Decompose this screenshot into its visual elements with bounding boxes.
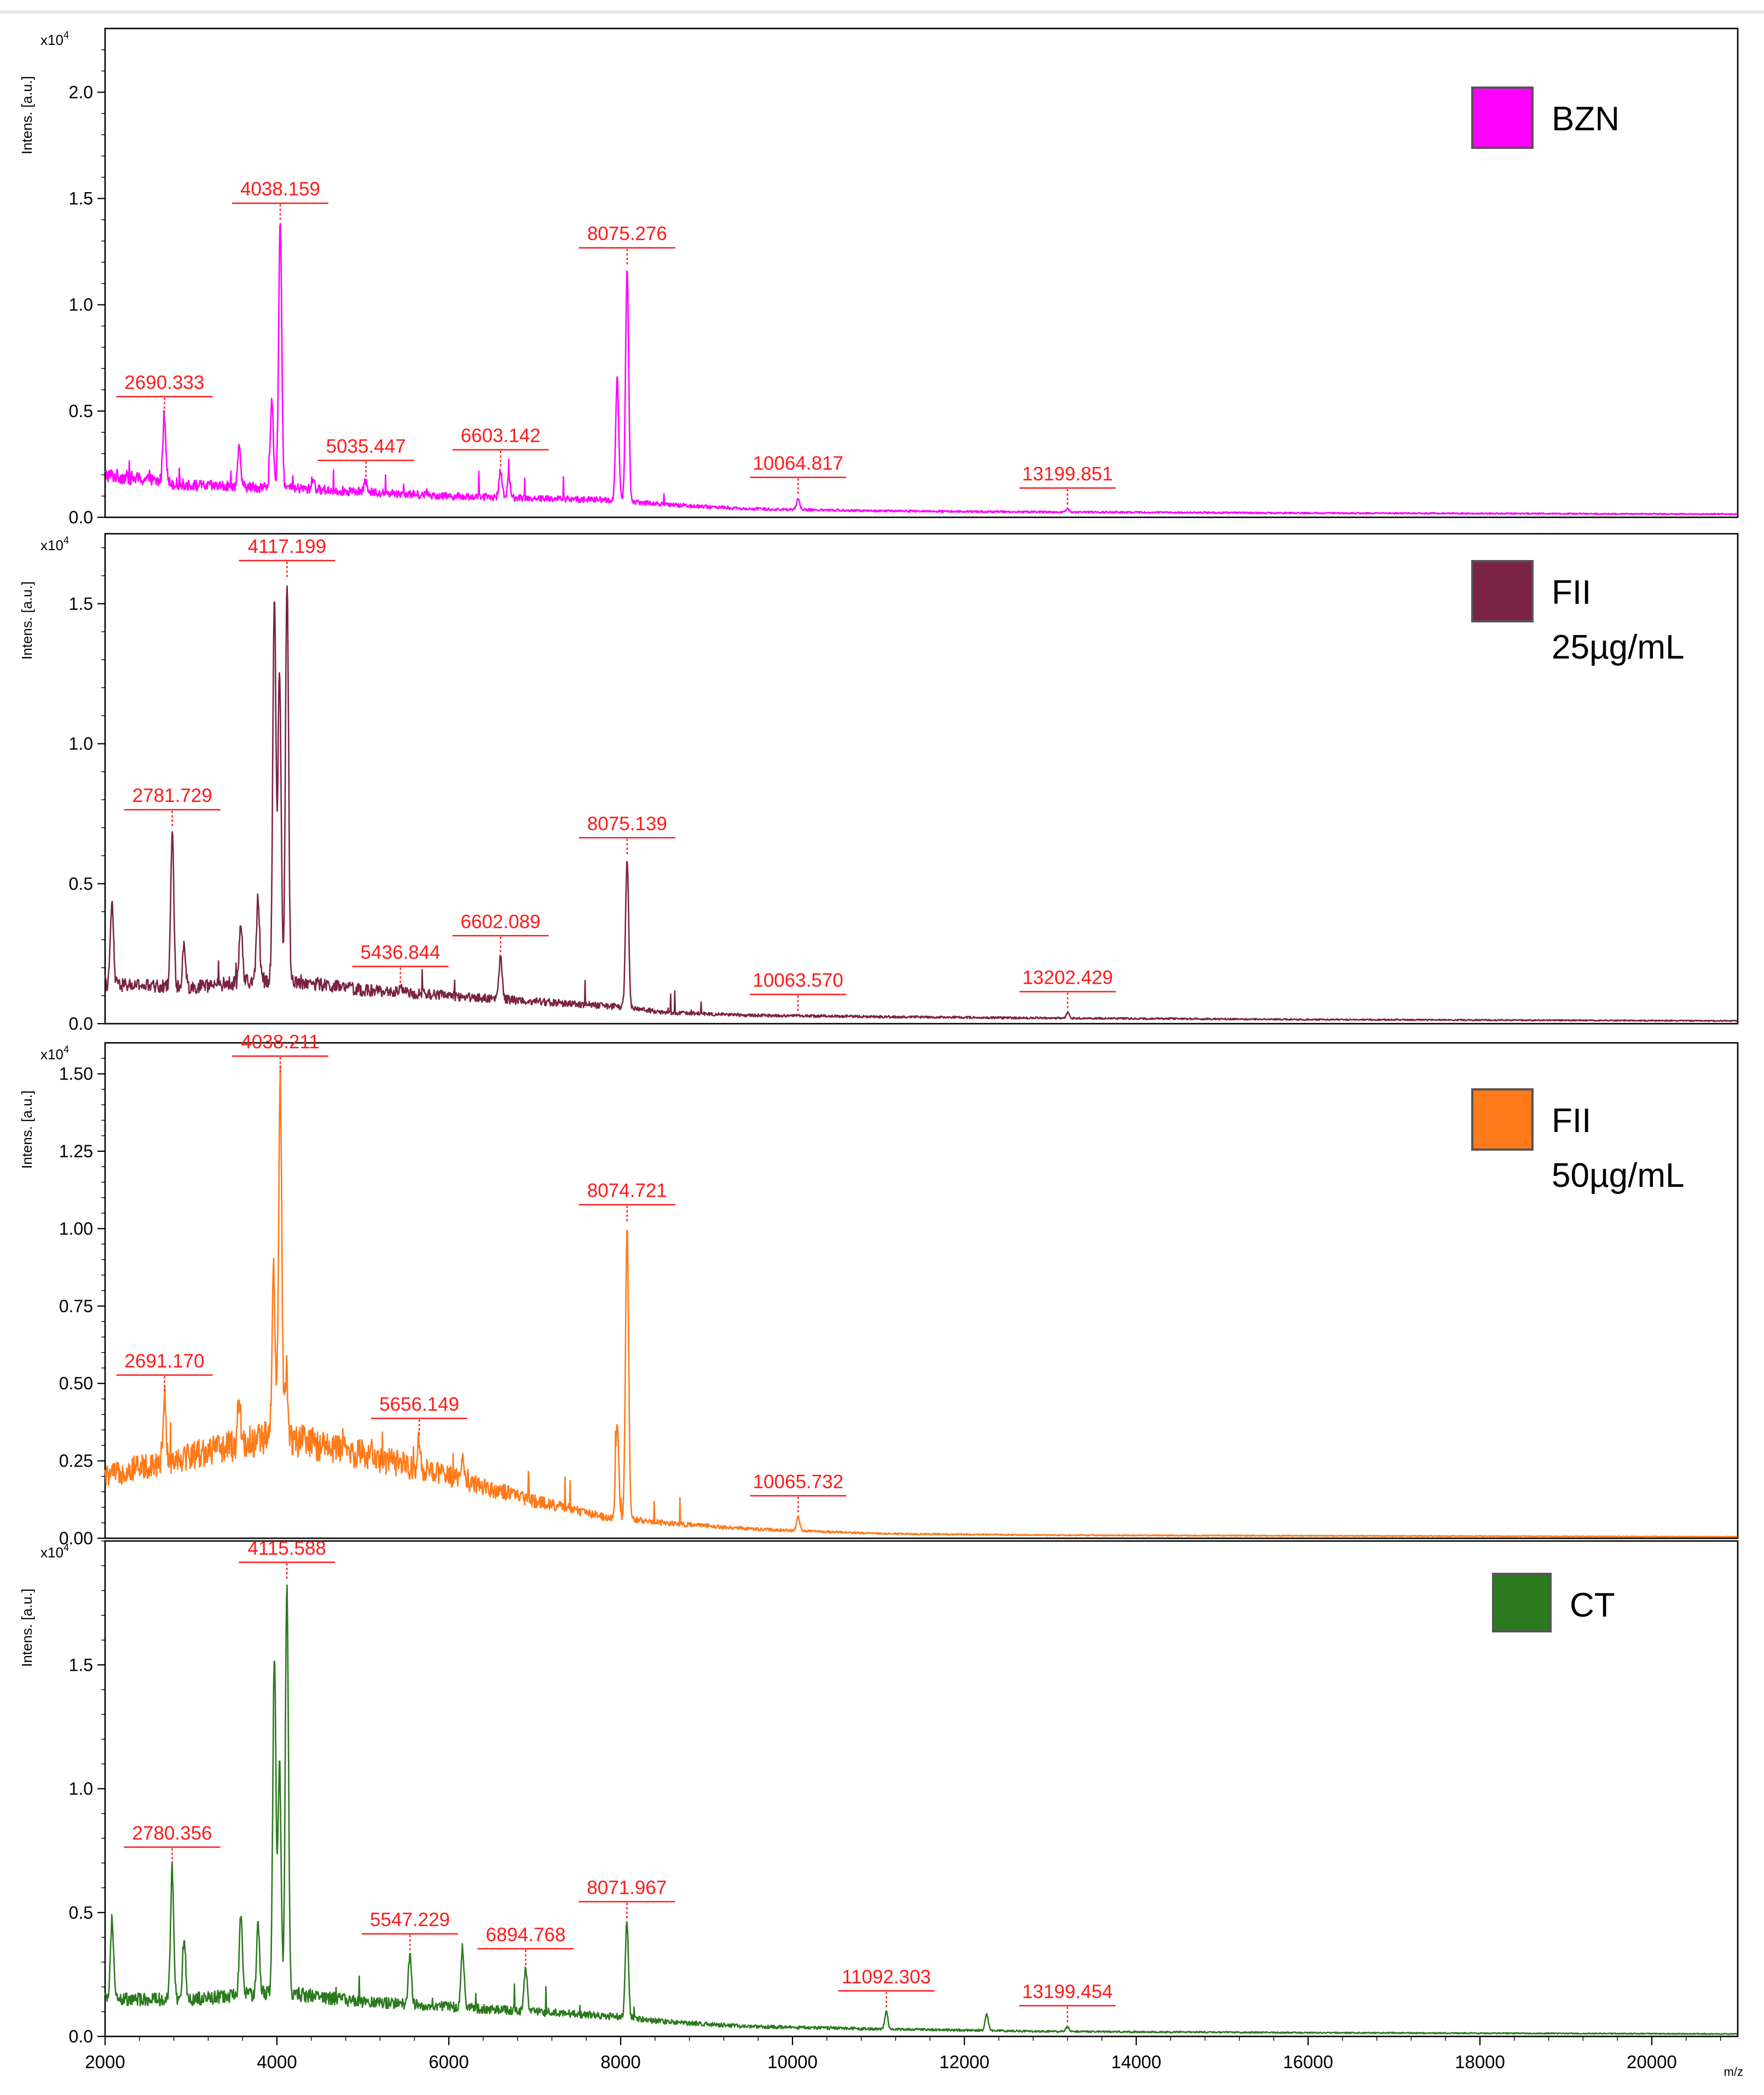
legend: FII 50µg/mL [1471, 1088, 1685, 1194]
plot-frame [104, 533, 1739, 1025]
peak-label: 6894.768 [485, 1924, 565, 1946]
legend-label: BZN [1552, 100, 1620, 138]
peak-label: 10064.817 [753, 453, 843, 474]
peak-label: 13199.851 [1022, 463, 1113, 484]
y-tick-label: 0.5 [69, 1903, 93, 1923]
peak-label: 4115.588 [247, 1538, 326, 1559]
spectrum-trace [104, 1065, 1738, 1538]
y-scale-exponent: 4 [63, 30, 69, 41]
peak-label: 6602.089 [461, 911, 541, 932]
legend-swatch [1471, 560, 1534, 622]
legend-label: 25µg/mL [1552, 628, 1685, 666]
legend-label: 50µg/mL [1552, 1157, 1685, 1194]
peak-label: 2691.170 [125, 1351, 205, 1372]
y-scale-exponent: 4 [63, 1542, 69, 1553]
x-tick-label: 6000 [429, 2052, 469, 2072]
y-axis-label: Intens. [a.u.] [19, 1090, 35, 1169]
y-tick-label: 0.75 [59, 1296, 93, 1316]
x-tick-label: 20000 [1627, 2052, 1677, 2072]
y-axis-label: Intens. [a.u.] [19, 76, 35, 154]
legend-label: FII [1552, 574, 1591, 611]
x-tick-label: 10000 [767, 2052, 818, 2072]
legend-label: CT [1570, 1586, 1615, 1624]
legend: CT [1492, 1573, 1615, 1632]
y-tick-label: 0.00 [59, 1528, 93, 1548]
peak-label: 10065.732 [753, 1471, 843, 1492]
y-tick-label: 1.5 [69, 594, 93, 614]
y-scale-factor: x10 [41, 1046, 63, 1063]
y-tick-label: 0.5 [69, 401, 93, 421]
y-axis-label: Intens. [a.u.] [19, 1589, 35, 1667]
spectrum-panel-2: 0.0 0.5 1.0 1.5 x10 4 Intens. [a.u.] 2781.729 41… [19, 533, 1739, 1034]
y-tick-label: 0.25 [59, 1451, 93, 1471]
spectrum-trace [104, 585, 1738, 1022]
peak-label: 2780.356 [132, 1822, 212, 1844]
x-tick-label: 18000 [1455, 2052, 1505, 2072]
spectrum-trace [105, 223, 1738, 516]
x-tick-label: 8000 [600, 2052, 640, 2072]
y-scale-factor: x10 [41, 1544, 63, 1561]
y-scale-factor: x10 [41, 537, 63, 553]
y-tick-label: 1.50 [59, 1064, 93, 1084]
x-tick-label: 14000 [1111, 2052, 1161, 2072]
peak-label: 4117.199 [248, 536, 326, 557]
y-scale-factor: x10 [41, 32, 63, 48]
legend-swatch [1471, 1088, 1534, 1151]
x-tick-label: 4000 [257, 2052, 297, 2072]
y-tick-label: 1.00 [59, 1219, 93, 1238]
y-axis-label: Intens. [a.u.] [19, 581, 35, 660]
peak-label: 10063.570 [753, 970, 843, 991]
legend: FII 25µg/mL [1471, 560, 1685, 666]
y-tick-label: 1.25 [59, 1141, 93, 1161]
y-tick-label: 0.0 [69, 1014, 93, 1034]
y-tick-label: 1.5 [69, 189, 93, 209]
peak-label: 5547.229 [370, 1909, 450, 1931]
peak-label: 13199.454 [1022, 1981, 1113, 2002]
y-tick-label: 0.0 [69, 507, 93, 527]
peak-label: 11092.303 [842, 1966, 931, 1988]
peak-label: 2690.333 [124, 372, 204, 394]
peak-label: 8075.276 [587, 223, 667, 245]
legend-label: FII [1552, 1102, 1591, 1140]
y-tick-label: 0.5 [69, 874, 93, 893]
peak-label: 4038.211 [241, 1031, 319, 1053]
peak-label: 5436.844 [361, 942, 441, 963]
peak-label: 8071.967 [587, 1877, 667, 1898]
spectrum-trace [104, 1584, 1738, 2035]
legend-swatch [1471, 86, 1534, 149]
y-tick-label: 0.0 [69, 2027, 93, 2046]
y-scale-exponent: 4 [63, 1044, 69, 1055]
y-tick-label: 0.50 [59, 1373, 93, 1393]
y-tick-label: 1.0 [69, 1779, 93, 1799]
y-tick-label: 2.0 [69, 82, 93, 102]
peak-label: 8074.721 [587, 1180, 667, 1202]
plot-frame [104, 27, 1739, 518]
x-axis-label: m/z [1724, 2065, 1743, 2079]
x-tick-label: 16000 [1283, 2052, 1333, 2072]
peak-label: 5656.149 [379, 1394, 459, 1415]
x-tick-label: 2000 [85, 2052, 125, 2072]
peak-label: 2781.729 [132, 785, 212, 806]
y-tick-label: 1.5 [69, 1655, 93, 1675]
legend-swatch [1492, 1573, 1552, 1632]
y-tick-label: 1.0 [69, 295, 93, 315]
y-scale-exponent: 4 [63, 535, 69, 546]
peak-label: 6603.142 [461, 425, 541, 447]
spectrum-panel-4: 0.0 0.5 1.0 1.5 x10 4 Intens. [a.u.] 2780.356 41… [19, 1538, 1739, 2046]
peak-label: 8075.139 [587, 813, 667, 834]
legend: BZN [1471, 86, 1620, 149]
x-tick-label: 12000 [939, 2052, 990, 2072]
x-axis: 2000 4000 6000 8000 10000 12000 14000 16000 1800… [85, 2036, 1743, 2079]
peak-label: 5035.447 [326, 436, 406, 457]
y-tick-label: 1.0 [69, 734, 93, 754]
spectrum-panel-1: 0.0 0.5 1.0 1.5 2.0 x10 4 Intens. [a.u.] 2690.33… [19, 27, 1739, 527]
peak-label: 4038.159 [240, 178, 320, 200]
peak-label: 13202.429 [1022, 967, 1113, 989]
